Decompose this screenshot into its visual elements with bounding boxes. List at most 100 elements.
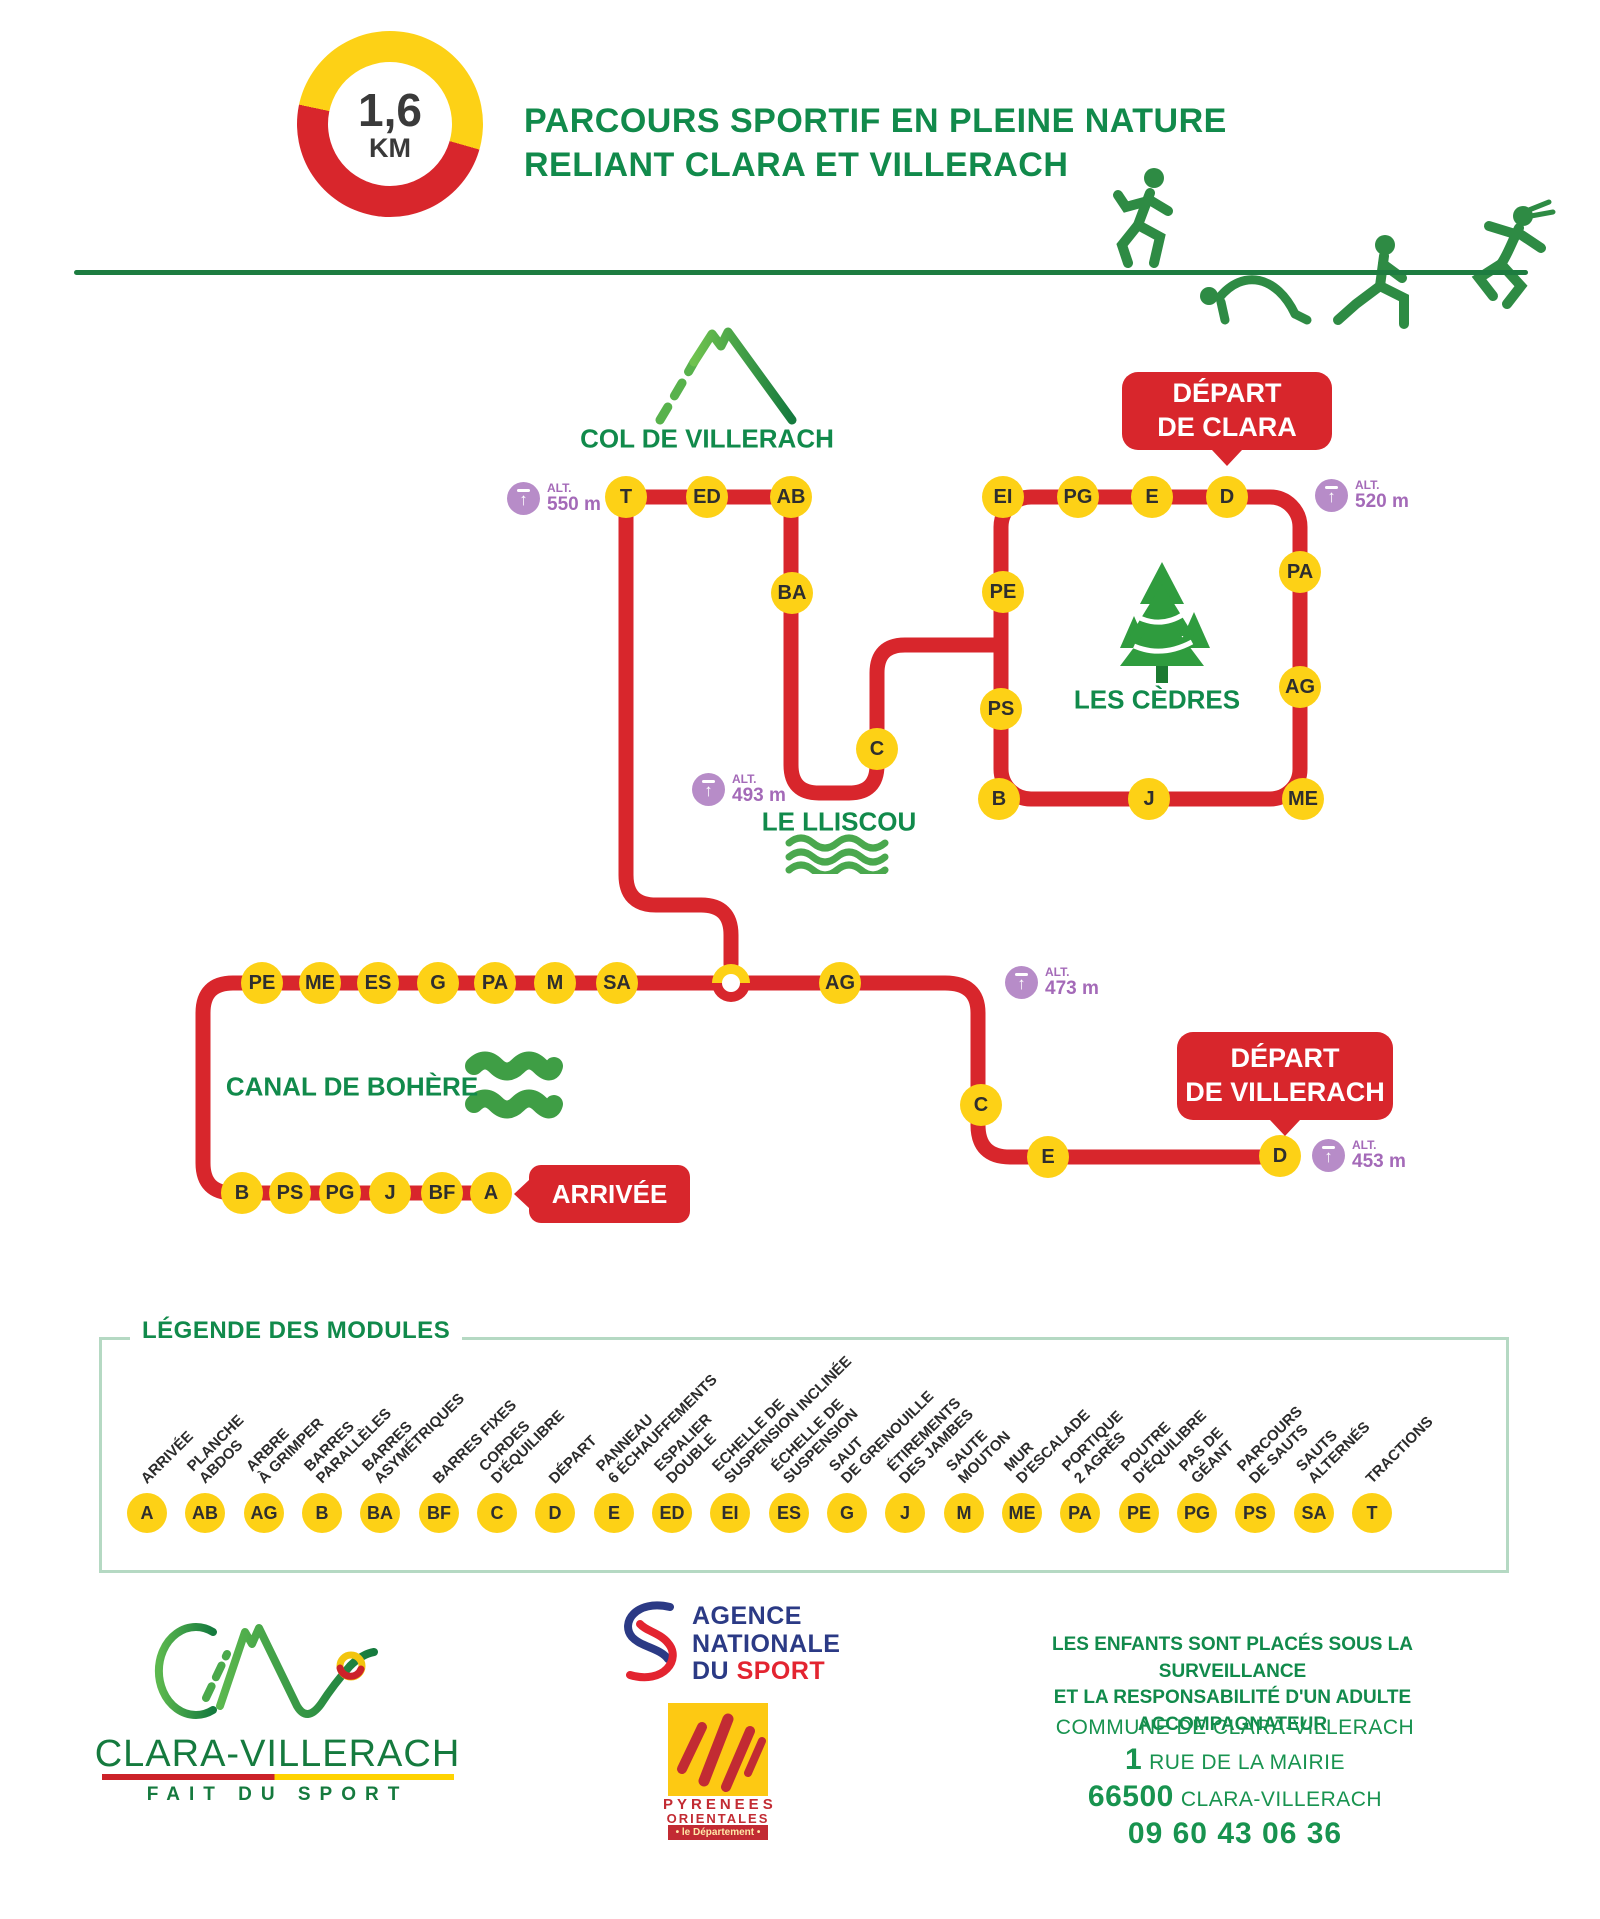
address-line1: COMMUNE DE CLARA-VILLERACH (1055, 1716, 1415, 1739)
crouching-athlete-icon (1200, 275, 1312, 325)
address-number: 1 (1124, 1743, 1143, 1776)
station-node-me: ME (299, 962, 341, 1004)
legend-node-d: D (535, 1493, 575, 1533)
po-logo-line2: ORIENTALES (666, 1811, 770, 1826)
arrivee-callout: ARRIVÉE (529, 1165, 690, 1223)
station-node-e: E (1131, 476, 1173, 518)
station-node-pe: PE (241, 962, 283, 1004)
stretching-athlete-icon (1333, 235, 1409, 329)
legend-node-sa: SA (1294, 1493, 1334, 1533)
legend-node-ei: EI (710, 1493, 750, 1533)
runner-icon (1113, 168, 1173, 268)
ans-line1: AGENCE (692, 1602, 802, 1630)
trail-map: COL DE VILLERACH LE LLISCOU LES CÈDRES (0, 0, 1600, 1300)
waves-lliscou-icon (785, 834, 889, 874)
depart-clara-line1: DÉPART (1172, 378, 1282, 409)
po-logo-subtitle: • le Département • (668, 1825, 768, 1840)
station-node-ei: EI (982, 476, 1024, 518)
depart-clara-line2: DE CLARA (1157, 412, 1297, 442)
ans-line3: DU SPORT (692, 1657, 826, 1685)
altitude-icon: ↑ (692, 773, 725, 806)
altitude-marker: ↑ ALT. 520 m (1315, 479, 1409, 512)
route-lliscou-branch (783, 489, 1009, 801)
legend-node-t: T (1352, 1493, 1392, 1533)
route-lower-line (195, 975, 1288, 1201)
altitude-icon: ↑ (1005, 966, 1038, 999)
header-divider (74, 270, 1528, 275)
station-node-m: M (534, 962, 576, 1004)
legend-title: LÉGENDE DES MODULES (130, 1317, 463, 1345)
legend-node-g: G (827, 1493, 867, 1533)
legend-node-j: J (885, 1493, 925, 1533)
clara-villerach-logo-underline (102, 1774, 454, 1780)
supervision-notice-line2: ET LA RESPONSABILITÉ D'UN ADULTE ACCOMPA… (1053, 1687, 1412, 1735)
legend-node-me: ME (1002, 1493, 1042, 1533)
station-node-ed: ED (686, 476, 728, 518)
legend-node-m: M (944, 1493, 984, 1533)
legend-node-e: E (594, 1493, 634, 1533)
station-node-b: B (978, 778, 1020, 820)
legend-node-ed: ED (652, 1493, 692, 1533)
legend-label-ab: PLANCHE ABDOS (183, 1411, 248, 1487)
station-node-ab: AB (770, 476, 812, 518)
page-title-line1: PARCOURS SPORTIF EN PLEINE NATURE (524, 102, 1227, 140)
station-node-ag: AG (1279, 666, 1321, 708)
legend-node-ab: AB (185, 1493, 225, 1533)
arrivee-label: ARRIVÉE (551, 1178, 668, 1209)
station-node-pe: PE (982, 571, 1024, 613)
address-phone: 09 60 43 06 36 (1127, 1817, 1343, 1850)
legend-node-ba: BA (360, 1493, 400, 1533)
mountain-icon (655, 327, 797, 425)
station-node-bf: BF (421, 1172, 463, 1214)
station-node-ag: AG (819, 962, 861, 1004)
waves-canal-icon (465, 1051, 563, 1119)
landmark-cedres-label: LES CÈDRES (1073, 684, 1241, 715)
page-title-line2: RELIANT CLARA ET VILLERACH (524, 145, 1069, 184)
altitude-text: ALT. 473 m (1045, 965, 1099, 999)
station-node-c: C (856, 728, 898, 770)
altitude-text: ALT. 550 m (547, 481, 601, 515)
station-node-ps: PS (269, 1172, 311, 1214)
altitude-icon: ↑ (507, 482, 540, 515)
legend-node-pa: PA (1060, 1493, 1100, 1533)
depart-clara-callout: DÉPART DE CLARA (1122, 372, 1332, 450)
station-node-sa: SA (596, 962, 638, 1004)
station-node-ba: BA (771, 572, 813, 614)
po-logo-line1: PYRENEES (663, 1796, 777, 1813)
station-node-pa: PA (474, 962, 516, 1004)
legend-node-b: B (302, 1493, 342, 1533)
landmark-canal-label: CANAL DE BOHÈRE (225, 1071, 479, 1102)
pyrenees-orientales-logo-icon (668, 1703, 768, 1796)
legend-node-es: ES (769, 1493, 809, 1533)
commune-address: COMMUNE DE CLARA-VILLERACH 1 RUE DE LA M… (1010, 1716, 1460, 1851)
altitude-icon: ↑ (1315, 479, 1348, 512)
route-descent-from-col (618, 489, 739, 972)
station-node-pg: PG (1057, 476, 1099, 518)
clara-villerach-logo-icon (154, 1623, 378, 1719)
landmark-col-label: COL DE VILLERACH (580, 423, 834, 454)
station-node-d: D (1259, 1135, 1301, 1177)
legend-node-ps: PS (1235, 1493, 1275, 1533)
supervision-notice-line1: LES ENFANTS SONT PLACÉS SOUS LA SURVEILL… (1051, 1634, 1414, 1682)
legend-node-bf: BF (419, 1493, 459, 1533)
distance-ring-inner: 1,6 KM (328, 62, 452, 186)
station-node-b: B (221, 1172, 263, 1214)
station-node-a: A (470, 1172, 512, 1214)
ans-logo-icon (624, 1601, 677, 1682)
altitude-text: ALT. 493 m (732, 772, 786, 806)
station-node-j: J (1128, 778, 1170, 820)
legend-label-d: DÉPART (545, 1431, 601, 1487)
address-line2: 1 RUE DE LA MAIRIE (1124, 1743, 1346, 1776)
legend-node-c: C (477, 1493, 517, 1533)
ans-sport-accent: SPORT (736, 1657, 826, 1685)
address-postcode: 66500 (1087, 1780, 1174, 1813)
altitude-marker: ↑ ALT. 473 m (1005, 966, 1099, 999)
clara-villerach-logo-tagline: FAIT DU SPORT (146, 1784, 409, 1805)
station-node-d: D (1206, 476, 1248, 518)
altitude-icon: ↑ (1312, 1139, 1345, 1172)
station-node-me: ME (1282, 778, 1324, 820)
legend-label-t: TRACTIONS (1362, 1412, 1437, 1487)
depart-villerach-callout: DÉPART DE VILLERACH (1177, 1032, 1393, 1120)
legend-items: A ARRIVÉE AB PLANCHE ABDOS AG ARBRE À GRIMPER B B… (127, 1353, 1437, 1533)
altitude-marker: ↑ ALT. 550 m (507, 482, 601, 515)
